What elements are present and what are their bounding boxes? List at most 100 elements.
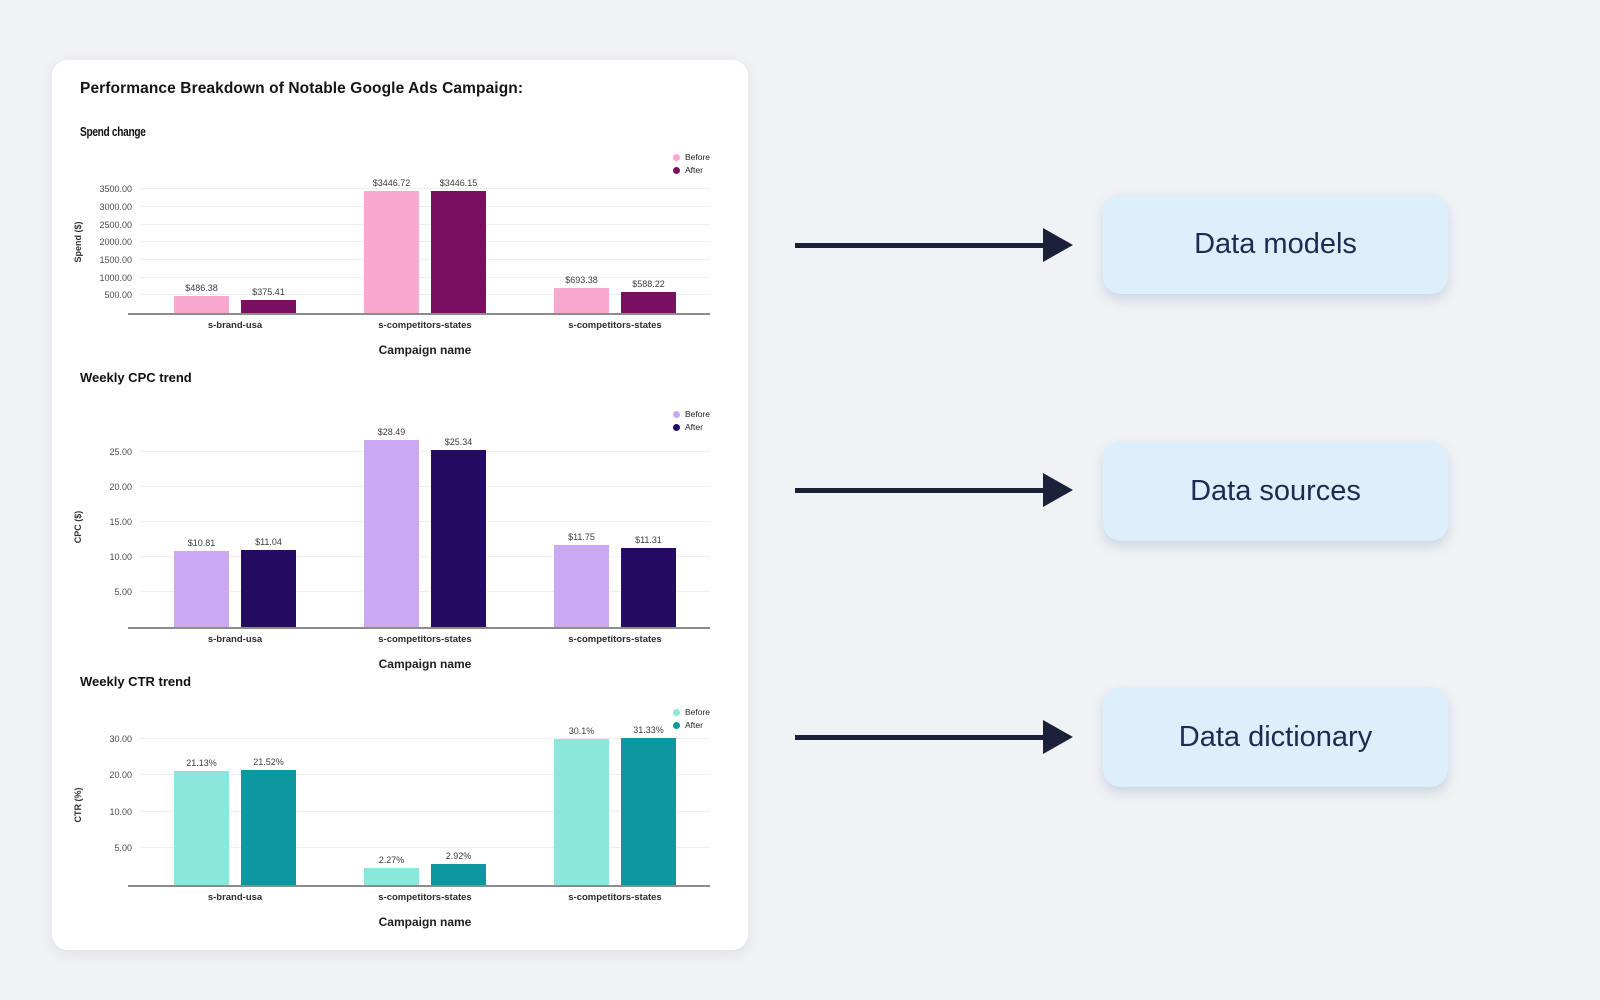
category-axis: s-brand-usa s-competitors-states s-competi… bbox=[140, 892, 710, 903]
spend-chart-plot: 500.00 1000.00 1500.00 2000.00 2500.00 3000.0… bbox=[73, 152, 710, 313]
bar-before bbox=[174, 771, 229, 885]
bar-column: $3446.72 bbox=[364, 170, 419, 313]
bar-after bbox=[431, 191, 486, 313]
bar-column: $28.49 bbox=[364, 427, 419, 627]
category-axis: s-brand-usa s-competitors-states s-competi… bbox=[140, 320, 710, 331]
before-series-dot-icon bbox=[672, 410, 680, 418]
y-tick-label: 25.00 bbox=[109, 447, 132, 458]
y-tick-label: 1000.00 bbox=[99, 272, 132, 283]
bar-after bbox=[241, 549, 296, 627]
bar-after bbox=[621, 292, 676, 313]
value-label: $11.04 bbox=[255, 536, 282, 547]
value-label: $11.31 bbox=[635, 534, 662, 545]
bar-column: $11.75 bbox=[554, 427, 609, 627]
arrow-head-icon bbox=[1043, 228, 1073, 262]
gridline bbox=[140, 241, 710, 243]
cpc-chart-plot: 5.00 10.00 15.00 20.00 25.00 CPC ($) $10.81 $11… bbox=[73, 409, 710, 627]
flow-arrow-data-sources bbox=[795, 473, 1073, 507]
flow-node-data-dictionary: Data dictionary bbox=[1103, 687, 1448, 787]
category-axis: s-brand-usa s-competitors-states s-competi… bbox=[140, 634, 710, 645]
value-label: $3446.15 bbox=[439, 178, 478, 189]
y-tick-label: 2000.00 bbox=[99, 237, 132, 248]
chart-area-cpc: 5.00 10.00 15.00 20.00 25.00 CPC ($) $10.81 $11… bbox=[73, 409, 710, 671]
value-label: 21.52% bbox=[253, 756, 284, 767]
bar-after bbox=[621, 547, 676, 627]
gridline bbox=[140, 258, 710, 260]
y-tick-label: 3500.00 bbox=[99, 184, 132, 195]
category-label: s-brand-usa bbox=[207, 320, 263, 331]
bar-before bbox=[174, 295, 229, 313]
before-series-dot-icon bbox=[672, 708, 680, 716]
flow-node-label: Data models bbox=[1194, 227, 1357, 260]
gridline bbox=[140, 451, 710, 453]
legend: Before After bbox=[672, 409, 710, 432]
bar-after bbox=[431, 863, 486, 885]
value-label: $3446.72 bbox=[372, 178, 411, 188]
bar-column: 30.1% bbox=[554, 725, 609, 885]
value-label: $11.75 bbox=[568, 531, 595, 542]
legend-item-after: After bbox=[672, 165, 710, 175]
bar-group: $28.49 $25.34 bbox=[330, 427, 520, 627]
bar-after bbox=[241, 769, 296, 885]
gridline bbox=[140, 223, 710, 225]
y-tick-label: 500.00 bbox=[104, 290, 132, 301]
bar-column: $11.04 bbox=[241, 427, 296, 627]
gridline bbox=[140, 205, 710, 207]
arrow-shaft bbox=[795, 487, 1043, 493]
arrow-head-icon bbox=[1043, 473, 1073, 507]
category-label: s-competitors-states bbox=[568, 892, 662, 903]
bar-before bbox=[554, 738, 609, 885]
arrow-shaft bbox=[795, 242, 1043, 248]
gridline bbox=[140, 810, 710, 812]
y-tick-label: 10.00 bbox=[109, 806, 132, 817]
x-axis-line bbox=[128, 885, 710, 887]
bar-after bbox=[431, 449, 486, 627]
gridline bbox=[140, 556, 710, 558]
before-series-dot-icon bbox=[672, 153, 680, 161]
value-label: $28.49 bbox=[377, 427, 406, 437]
flow-arrow-data-dictionary bbox=[795, 720, 1073, 754]
value-label: $486.38 bbox=[185, 282, 218, 293]
legend-label: Before bbox=[684, 152, 710, 162]
chart-title-ctr: Weekly CTR trend bbox=[80, 674, 192, 689]
legend: Before After bbox=[672, 707, 710, 730]
report-card: Performance Breakdown of Notable Google … bbox=[52, 60, 748, 950]
bar-before bbox=[364, 191, 419, 313]
x-axis-line bbox=[128, 313, 710, 315]
arrow-head-icon bbox=[1043, 720, 1073, 754]
bar-column: $25.34 bbox=[431, 427, 486, 627]
gridline bbox=[140, 521, 710, 523]
y-tick-label: 20.00 bbox=[109, 482, 132, 493]
y-tick-label: 3000.00 bbox=[99, 201, 132, 212]
bar-column: 2.27% bbox=[364, 725, 419, 885]
flow-node-data-models: Data models bbox=[1103, 194, 1448, 294]
chart-section-ctr: Weekly CTR trend 5.00 10.00 20.00 30.00 CTR … bbox=[73, 674, 720, 929]
bar-group: $693.38 $588.22 bbox=[520, 170, 710, 313]
legend-item-after: After bbox=[672, 720, 710, 730]
legend-item-before: Before bbox=[672, 409, 710, 419]
value-label: 2.27% bbox=[378, 855, 405, 866]
bar-group: 30.1% 31.33% bbox=[520, 725, 710, 885]
y-axis-title: Spend ($) bbox=[73, 220, 83, 263]
value-label: 30.1% bbox=[568, 725, 595, 736]
y-tick-label: 20.00 bbox=[109, 770, 132, 781]
legend: Before After bbox=[672, 152, 710, 175]
bar-group: $3446.72 $3446.15 bbox=[330, 170, 520, 313]
value-label: 31.33% bbox=[633, 725, 664, 735]
after-series-dot-icon bbox=[672, 423, 680, 431]
chart-section-spend: Spend change 500.00 1000.00 1500.00 2000.00… bbox=[73, 124, 720, 357]
after-series-dot-icon bbox=[672, 166, 680, 174]
flow-node-label: Data dictionary bbox=[1178, 720, 1373, 753]
bar-column: $486.38 bbox=[174, 170, 229, 313]
bar-before bbox=[554, 288, 609, 313]
bar-column: $3446.15 bbox=[431, 170, 486, 313]
gridline bbox=[140, 737, 710, 739]
bar-column: $588.22 bbox=[621, 170, 676, 313]
y-tick-label: 10.00 bbox=[109, 552, 132, 563]
value-label: $375.41 bbox=[252, 286, 285, 297]
legend-label: After bbox=[684, 165, 703, 175]
y-axis-title: CPC ($) bbox=[73, 510, 83, 544]
bar-column: 31.33% bbox=[621, 725, 676, 885]
bar-column: $693.38 bbox=[554, 170, 609, 313]
bar-column: 21.52% bbox=[241, 725, 296, 885]
